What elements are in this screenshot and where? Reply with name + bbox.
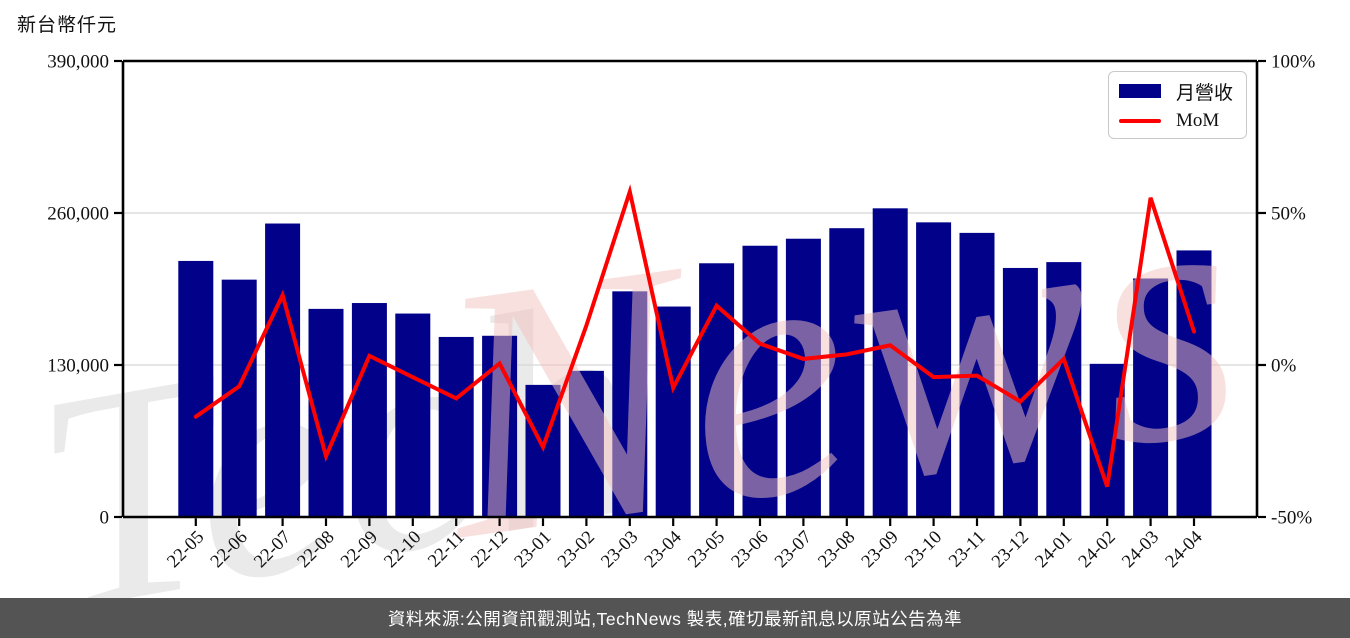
bar-23-03	[612, 291, 648, 517]
revenue-bars	[178, 208, 1212, 518]
left-tick-label: 390,000	[47, 52, 109, 73]
bar-23-08	[829, 228, 865, 517]
right-tick-label: 0%	[1271, 356, 1297, 377]
right-tick-label: 50%	[1271, 204, 1306, 225]
bar-22-06	[221, 279, 257, 517]
x-tick-label-24-02: 24-02	[1075, 527, 1120, 572]
source-footer: 資料來源:公開資訊觀測站,TechNews 製表,確切最新訊息以原站公告為準	[0, 598, 1350, 638]
bar-24-02	[1089, 363, 1125, 517]
x-tick-label-24-04: 24-04	[1162, 527, 1207, 572]
right-tick-label: 100%	[1271, 52, 1316, 73]
bar-22-10	[395, 313, 431, 517]
bar-23-09	[872, 208, 908, 518]
bar-22-09	[351, 303, 387, 517]
right-axis: -50% 0% 50% 100%	[1258, 52, 1316, 529]
left-axis-unit-label: 新台幣仟元	[17, 15, 118, 36]
revenue-bar-swatch	[1119, 84, 1161, 99]
left-axis: 0 130,000 260,000 390,000	[47, 52, 122, 529]
legend-item-mom: MoM	[1119, 110, 1236, 132]
bar-22-11	[438, 336, 474, 517]
bar-24-03	[1133, 278, 1169, 517]
legend-label-revenue: 月營收	[1176, 82, 1234, 104]
chart-legend: 月營收 MoM	[1108, 71, 1247, 139]
legend-item-revenue: 月營收	[1119, 78, 1236, 105]
mom-line-swatch	[1119, 119, 1161, 124]
bar-23-07	[785, 238, 821, 517]
mom-line	[193, 184, 1196, 488]
bar-22-07	[265, 223, 301, 517]
left-tick-label: 0	[100, 508, 110, 529]
axes-spines	[121, 59, 1259, 519]
right-tick-label: -50%	[1271, 508, 1312, 529]
legend-label-mom: MoM	[1176, 110, 1220, 132]
bar-22-05	[178, 260, 214, 517]
left-tick-label: 260,000	[47, 204, 109, 225]
source-footer-text: 資料來源:公開資訊觀測站,TechNews 製表,確切最新訊息以原站公告為準	[387, 608, 963, 629]
left-tick-label: 130,000	[47, 356, 109, 377]
bar-23-02	[568, 370, 604, 517]
x-tick-label-24-03: 24-03	[1118, 527, 1163, 572]
bar-23-06	[742, 245, 778, 517]
